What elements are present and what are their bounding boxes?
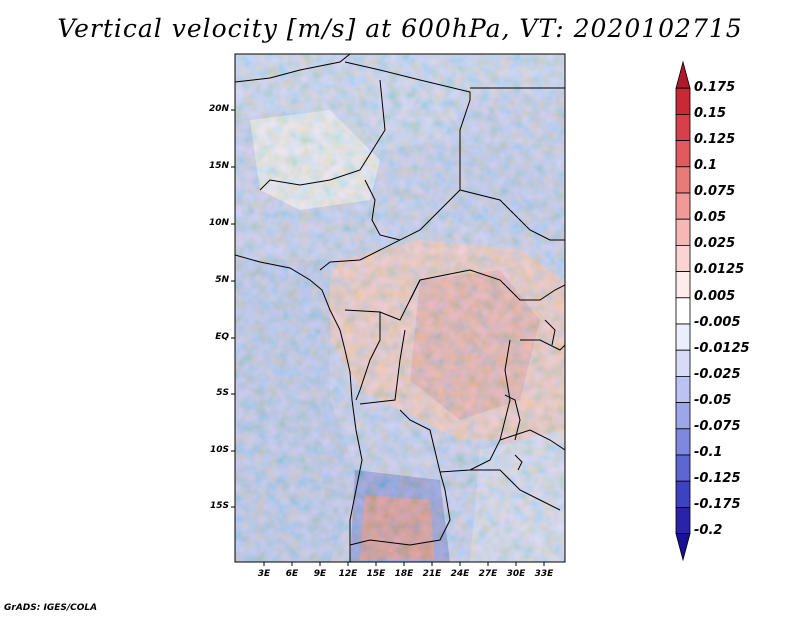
colorbar-segment — [675, 60, 691, 89]
colorbar-label: 0.05 — [694, 210, 727, 225]
lat-label: 15N — [208, 161, 229, 171]
lake-victoria-edge — [544, 319, 556, 346]
border-line — [329, 99, 471, 263]
border-line — [399, 339, 511, 473]
lat-label: 10S — [209, 445, 229, 455]
colorbar-segment — [675, 218, 691, 246]
border-line — [459, 189, 565, 241]
velocity-field — [235, 54, 565, 562]
colorbar-label: 0.0125 — [694, 262, 745, 277]
lat-label: 5N — [215, 275, 229, 285]
lon-label: 33E — [534, 569, 554, 579]
colorbar-segment — [675, 375, 691, 403]
lon-label: 9E — [313, 569, 327, 579]
colorbar-segment — [675, 454, 691, 482]
colorbar-segment — [675, 166, 691, 194]
colorbar-segment — [675, 192, 691, 220]
colorbar-label: 0.1 — [694, 158, 718, 173]
coastline — [235, 254, 363, 562]
colorbar-segment — [675, 402, 691, 430]
map-frame — [234, 53, 566, 563]
colorbar-label: -0.125 — [694, 471, 741, 486]
lon-label: 15E — [366, 569, 386, 579]
colorbar-label: 0.005 — [694, 289, 736, 304]
lat-label: 5S — [216, 388, 229, 398]
colorbar-label: -0.05 — [694, 393, 732, 408]
colorbar-segment — [675, 271, 691, 299]
colorbar-segment — [675, 428, 691, 456]
lon-label: 18E — [394, 569, 414, 579]
border-line — [259, 79, 386, 191]
border-line — [344, 61, 471, 100]
colorbar-segment — [675, 114, 691, 142]
colorbar-label: -0.1 — [694, 445, 723, 460]
colorbar-segment — [675, 140, 691, 168]
axis-ticks — [231, 109, 545, 566]
border-line — [359, 329, 406, 405]
lon-label: 6E — [285, 569, 299, 579]
border-line — [319, 261, 331, 271]
colorbar-label: -0.0125 — [694, 341, 750, 356]
colorbar-label: 0.15 — [694, 106, 727, 121]
colorbar-segment — [675, 323, 691, 351]
lon-label: 12E — [338, 569, 358, 579]
colorbar-label: 0.075 — [694, 184, 736, 199]
border-line — [499, 429, 565, 451]
colorbar-label: -0.075 — [694, 419, 741, 434]
border-line — [349, 471, 451, 546]
lake-mweru — [514, 454, 523, 471]
colorbar-segment — [675, 533, 691, 562]
lon-label: 27E — [478, 569, 498, 579]
colorbar — [675, 60, 691, 562]
colorbar-segment — [675, 349, 691, 377]
border-line — [379, 269, 565, 321]
colorbar-label: -0.2 — [694, 523, 723, 538]
border-line — [520, 339, 565, 351]
colorbar-segment — [675, 506, 691, 534]
lon-label: 3E — [257, 569, 271, 579]
border-line — [235, 54, 351, 83]
border-line — [409, 279, 421, 301]
border-line — [470, 469, 561, 511]
lat-label: 15S — [209, 501, 229, 511]
noise-texture — [235, 54, 565, 562]
colorbar-label: 0.175 — [694, 80, 736, 95]
colorbar-label: -0.175 — [694, 497, 741, 512]
lon-label: 24E — [450, 569, 470, 579]
software-credit: GrADS: IGES/COLA — [4, 603, 98, 613]
lake-tanganyika — [504, 394, 521, 441]
colorbar-label: -0.005 — [694, 315, 741, 330]
lat-label: 10N — [208, 218, 229, 228]
lon-label: 21E — [422, 569, 442, 579]
colorbar-segment — [675, 480, 691, 508]
country-borders — [235, 54, 565, 562]
colorbar-segment — [675, 244, 691, 272]
lat-label: 20N — [208, 104, 229, 114]
lat-label: EQ — [215, 332, 229, 342]
colorbar-segment — [675, 87, 691, 115]
lon-label: 30E — [506, 569, 526, 579]
plot-title: Vertical velocity [m/s] at 600hPa, VT: 2… — [57, 14, 743, 43]
colorbar-label: 0.125 — [694, 132, 736, 147]
colorbar-label: 0.025 — [694, 236, 736, 251]
border-line — [364, 179, 401, 241]
colorbar-label: -0.025 — [694, 367, 741, 382]
colorbar-segment — [675, 297, 691, 325]
border-line — [344, 309, 381, 401]
